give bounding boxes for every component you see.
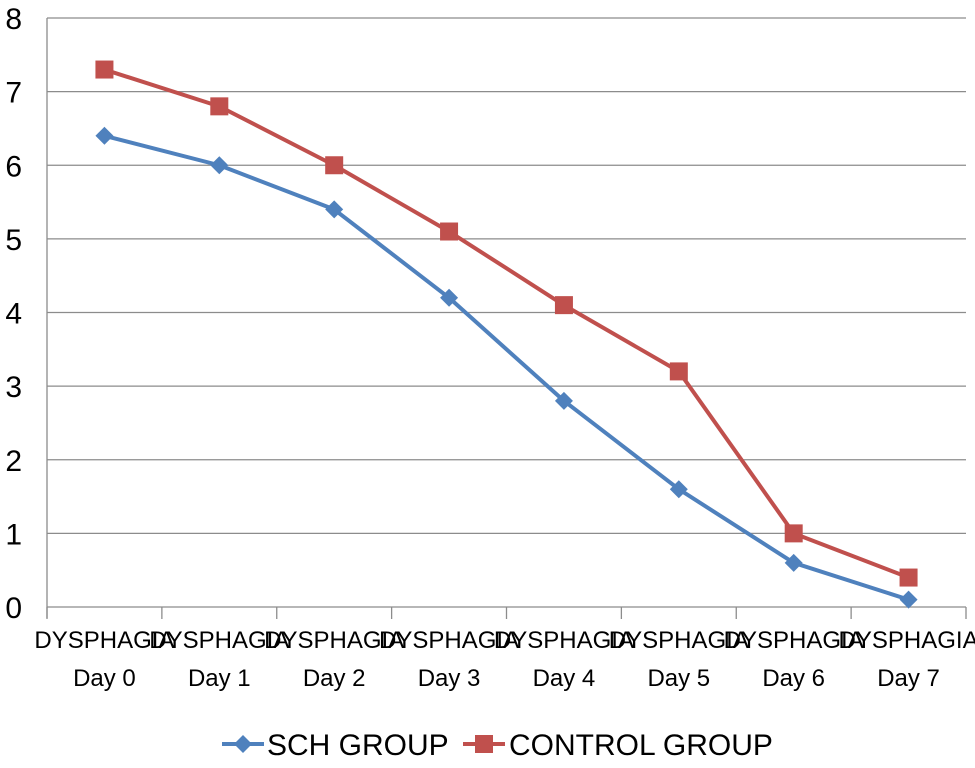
data-point-1-3: [440, 222, 459, 241]
x-tick-label-6-1: Day 6: [762, 665, 825, 692]
x-tick-label-2-1: Day 2: [303, 665, 366, 692]
y-tick-labels: 0 1 2 3 4 5 6 7 8: [5, 3, 22, 625]
data-point-0-2: [325, 200, 344, 219]
legend-marker-1: [475, 735, 493, 753]
data-point-0-6: [784, 553, 803, 572]
series-group: [95, 60, 918, 609]
series-1: [95, 60, 918, 587]
x-tick-label-0-1: Day 0: [73, 665, 136, 692]
data-point-1-0: [95, 60, 114, 79]
data-point-1-1: [210, 97, 229, 116]
x-tick-label-3-1: Day 3: [418, 665, 481, 692]
data-point-1-2: [325, 156, 344, 175]
legend-marker-0: [234, 735, 252, 753]
x-tick-label-1-0: DYSPHAGIA: [149, 627, 289, 654]
data-point-0-0: [95, 126, 114, 145]
data-point-0-5: [669, 480, 688, 499]
x-tick-labels: DYSPHAGIA Day 0 DYSPHAGIA Day 1 DYSPHAGIA Day…: [34, 627, 975, 692]
series-line-1: [103, 67, 910, 580]
data-point-0-4: [554, 391, 573, 410]
legend-label-0: SCH GROUP: [267, 729, 449, 762]
axes: [46, 18, 967, 619]
y-tick-label-7: 7: [5, 77, 22, 110]
legend-label-1: CONTROL GROUP: [509, 729, 773, 762]
y-tick-label-4: 4: [5, 298, 22, 331]
data-point-1-6: [784, 524, 803, 543]
x-tick-label-4-0: DYSPHAGIA: [494, 627, 634, 654]
y-tick-label-3: 3: [5, 371, 22, 404]
x-tick-label-5-1: Day 5: [647, 665, 710, 692]
data-point-1-4: [554, 296, 573, 315]
y-tick-label-0: 0: [5, 592, 22, 625]
y-tick-label-2: 2: [5, 445, 22, 478]
data-point-1-7: [899, 568, 918, 587]
legend-item-1: CONTROL GROUP: [463, 729, 773, 762]
data-point-0-7: [899, 590, 918, 609]
x-tick-label-7-0: DYSPHAGIA: [839, 627, 975, 654]
x-tick-label-3-0: DYSPHAGIA: [379, 627, 519, 654]
legend-item-0: SCH GROUP: [222, 729, 449, 762]
x-tick-label-1-1: Day 1: [188, 665, 251, 692]
gridlines: [47, 17, 966, 535]
legend: SCH GROUP CONTROL GROUP: [222, 729, 773, 762]
series-0: [95, 126, 918, 609]
x-tick-label-6-0: DYSPHAGIA: [724, 627, 864, 654]
y-tick-label-8: 8: [5, 3, 22, 36]
data-point-1-5: [669, 362, 688, 381]
y-tick-label-6: 6: [5, 150, 22, 183]
x-tick-label-7-1: Day 7: [877, 665, 940, 692]
x-tick-label-4-1: Day 4: [533, 665, 596, 692]
x-tick-label-2-0: DYSPHAGIA: [264, 627, 404, 654]
x-tick-label-0-0: DYSPHAGIA: [34, 627, 174, 654]
x-tick-label-5-0: DYSPHAGIA: [609, 627, 749, 654]
series-line-0: [103, 133, 910, 602]
data-point-0-1: [210, 156, 229, 175]
y-tick-label-5: 5: [5, 224, 22, 257]
data-point-0-3: [440, 288, 459, 307]
y-tick-label-1: 1: [5, 518, 22, 551]
